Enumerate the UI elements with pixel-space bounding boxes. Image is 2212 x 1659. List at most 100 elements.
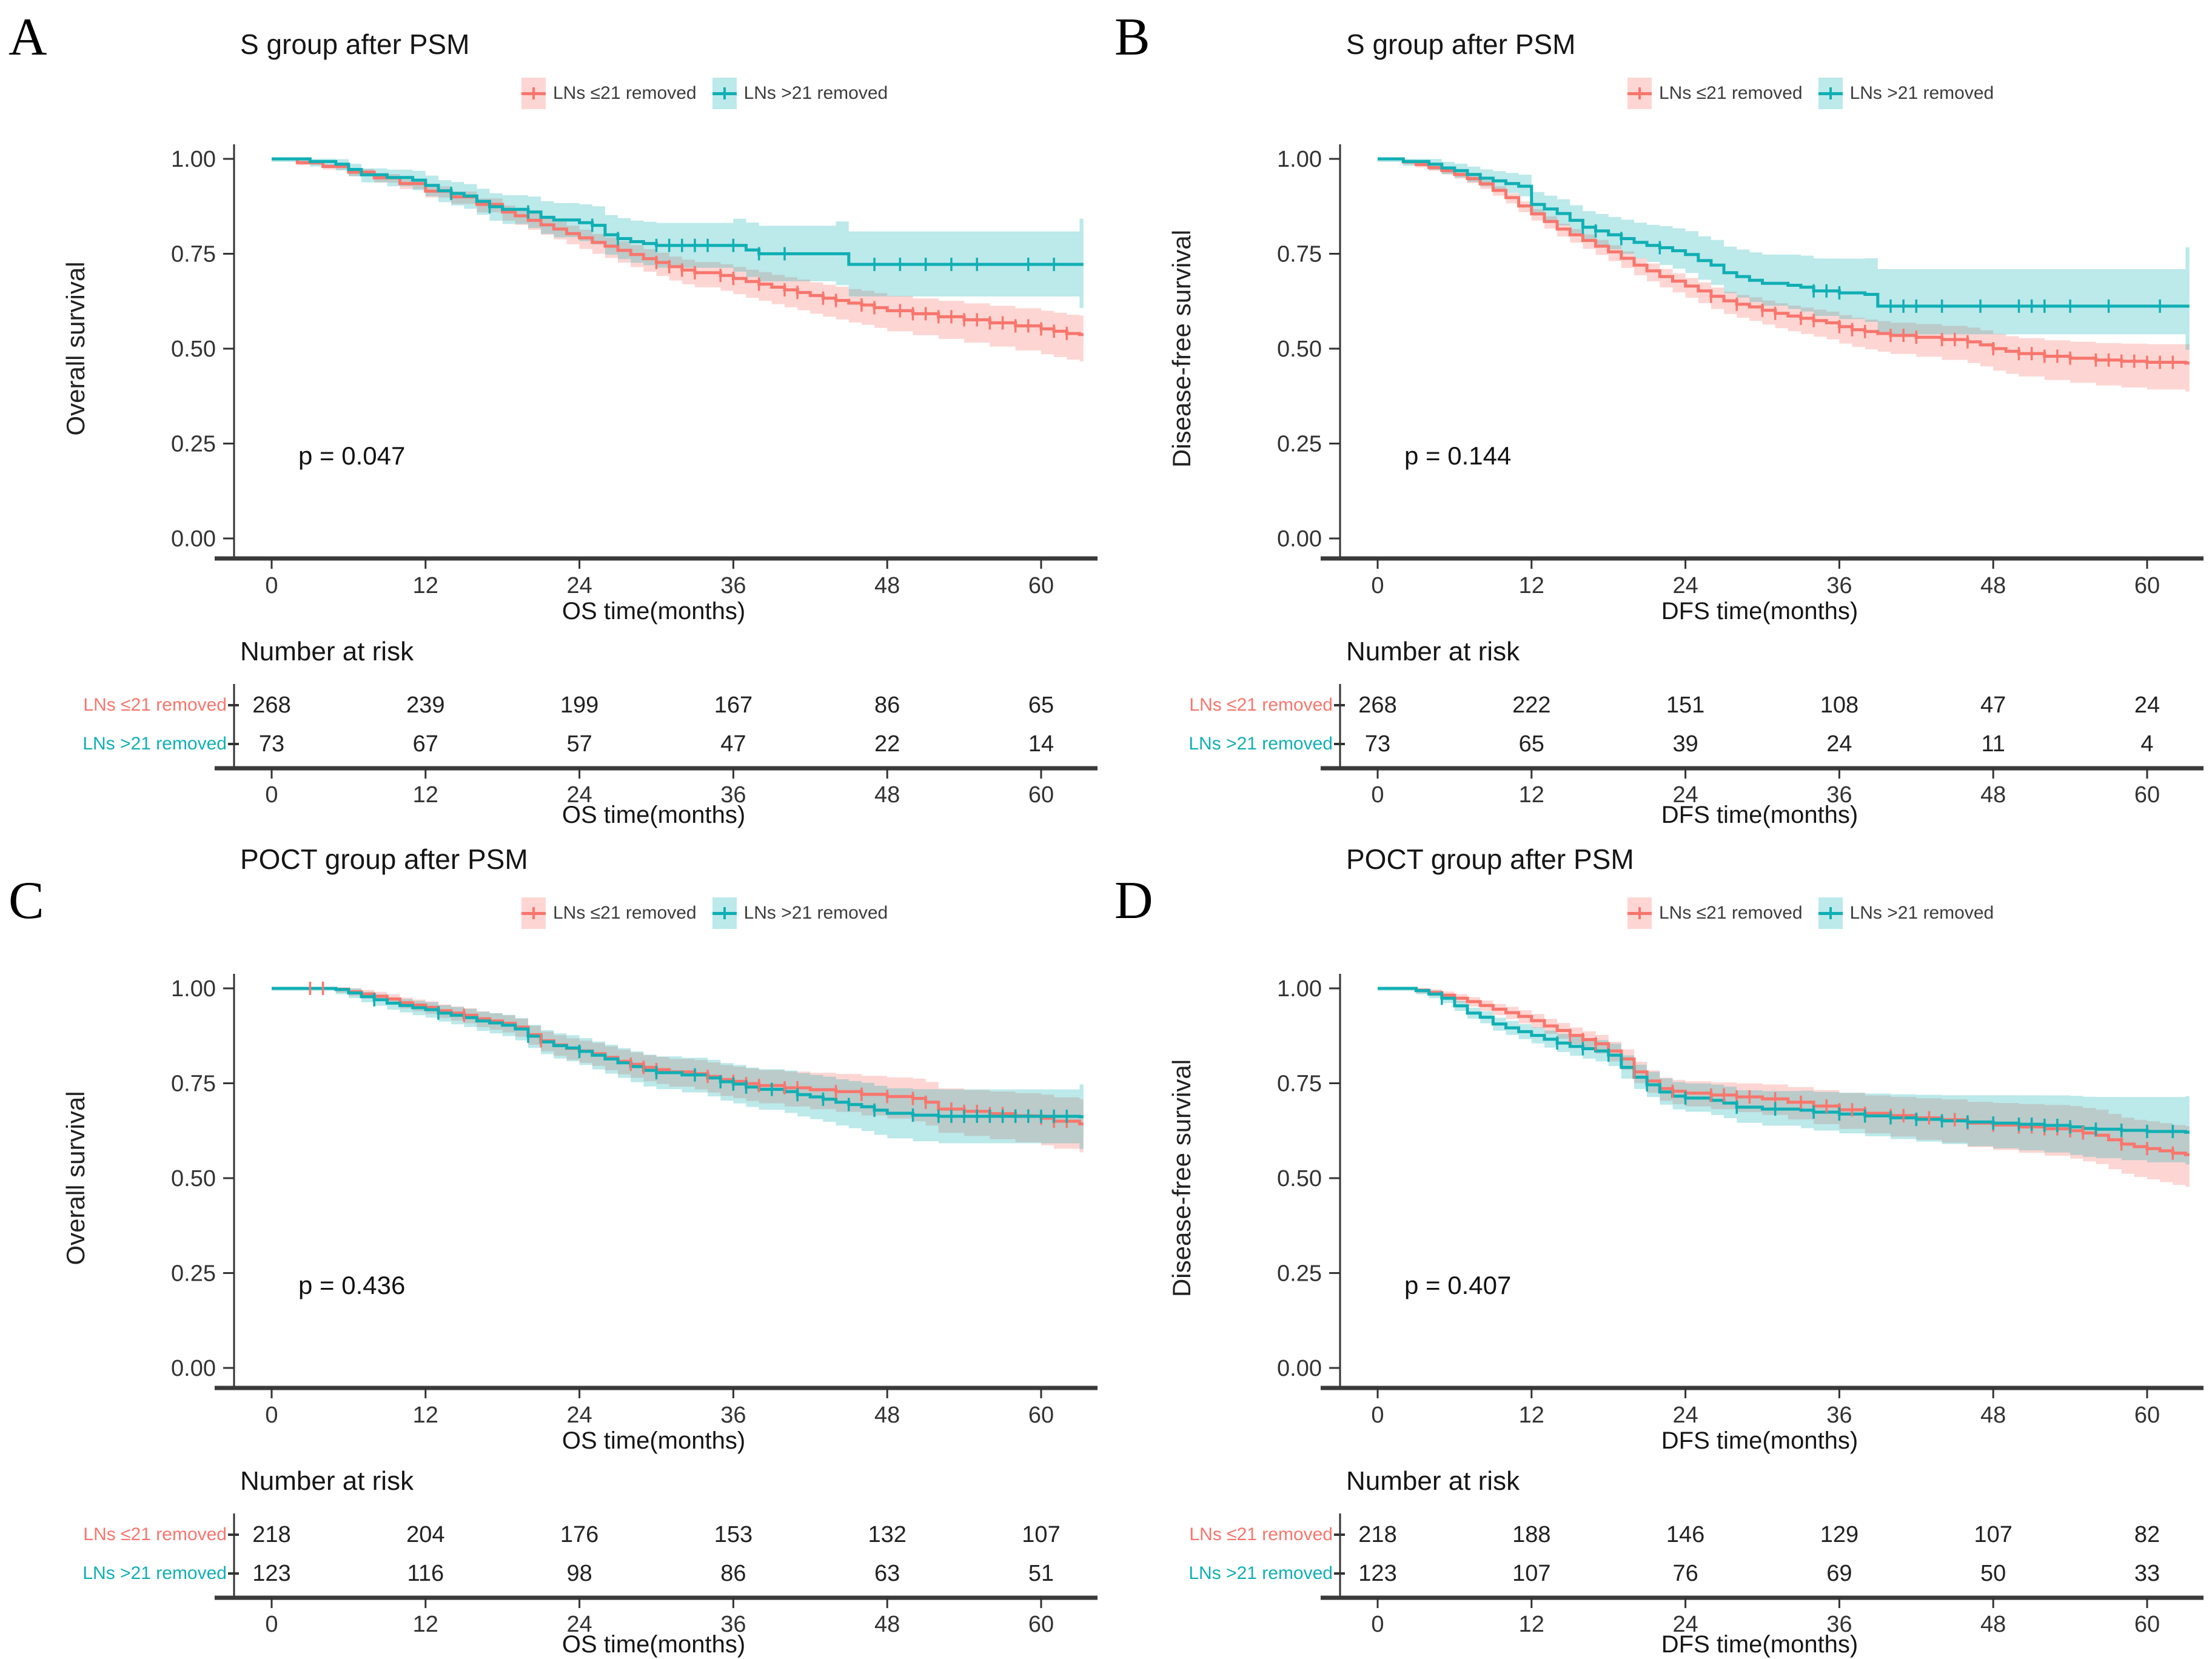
p-value-label: p = 0.144	[1404, 441, 1512, 470]
risk-x-tick-label: 0	[265, 782, 278, 808]
axes: 0.00 0.25 0.50 0.75 1.00 0 12 24 36 48 60	[171, 974, 1098, 1428]
panel-b: B S group after PSM LNs ≤21 removed LNs …	[1106, 0, 2212, 830]
legend-label: LNs ≤21 removed	[1659, 83, 1803, 103]
risk-count: 14	[1028, 731, 1054, 757]
risk-count: 33	[2134, 1561, 2160, 1586]
risk-x-tick-label: 12	[413, 1612, 438, 1637]
km-line-swatch-icon	[1627, 897, 1652, 929]
axes: 0.00 0.25 0.50 0.75 1.00 0 12 24 36 48 60	[1277, 974, 2204, 1428]
legend-label: LNs >21 removed	[743, 83, 888, 103]
x-tick-label: 48	[874, 1403, 900, 1428]
risk-count: 204	[406, 1522, 445, 1547]
risk-count: 63	[874, 1561, 900, 1586]
survival-curve	[1378, 157, 2190, 308]
risk-table-header: Number at risk	[240, 637, 414, 666]
risk-row-label: LNs >21 removed	[82, 1563, 227, 1583]
km-plot: 0.00 0.25 0.50 0.75 1.00 0 12 24 36 48 60 0 12 24 36 48…	[171, 974, 1098, 1637]
risk-count: 123	[1358, 1561, 1397, 1586]
panel-title: S group after PSM	[240, 28, 470, 60]
risk-count: 51	[1028, 1561, 1054, 1586]
risk-x-tick-label: 60	[2134, 782, 2160, 808]
risk-count: 65	[1028, 692, 1054, 718]
legend-label: LNs >21 removed	[743, 903, 888, 923]
risk-count: 268	[1358, 692, 1397, 718]
confidence-band	[1378, 159, 2190, 350]
y-tick-label: 0.75	[171, 1071, 216, 1097]
x-axis-title: DFS time(months)	[1661, 598, 1858, 625]
y-tick-label: 0.75	[171, 242, 216, 267]
risk-count: 47	[720, 731, 746, 757]
x-tick-label: 12	[1519, 1403, 1544, 1428]
risk-count: 11	[1981, 731, 2005, 757]
risk-row-label: LNs >21 removed	[1188, 734, 1333, 754]
legend-item-le21: LNs ≤21 removed	[521, 78, 697, 109]
y-tick-label: 0.25	[171, 432, 216, 457]
risk-count: 98	[566, 1561, 592, 1586]
confidence-bands	[272, 159, 1084, 361]
risk-x-tick-label: 48	[874, 1612, 900, 1637]
risk-count: 107	[1512, 1561, 1551, 1586]
axes: 0.00 0.25 0.50 0.75 1.00 0 12 24 36 48 60	[171, 144, 1098, 598]
panel-title: S group after PSM	[1346, 28, 1576, 60]
risk-count: 146	[1666, 1522, 1705, 1547]
confidence-band	[272, 159, 1084, 308]
km-line-swatch-icon	[1627, 78, 1652, 109]
axes: 0.00 0.25 0.50 0.75 1.00 0 12 24 36 48 60	[1277, 144, 2204, 598]
confidence-band	[1378, 988, 2190, 1187]
risk-count: 239	[406, 692, 445, 718]
x-tick-label: 24	[566, 1403, 592, 1428]
km-plot: 0.00 0.25 0.50 0.75 1.00 0 12 24 36 48 60 0 12 24 36 48…	[171, 144, 1098, 808]
x-tick-label: 48	[874, 573, 900, 598]
risk-x-tick-label: 60	[1028, 782, 1054, 808]
legend-label: LNs >21 removed	[1849, 83, 1994, 103]
risk-count: 176	[560, 1522, 599, 1547]
x-tick-label: 36	[1826, 1403, 1852, 1428]
risk-x-axis-title: OS time(months)	[561, 1631, 746, 1658]
risk-x-tick-label: 12	[1519, 1612, 1544, 1637]
legend-label: LNs ≤21 removed	[553, 83, 697, 103]
y-tick-label: 0.50	[1277, 1166, 1322, 1191]
legend-item-gt21: LNs >21 removed	[1818, 897, 1994, 929]
x-tick-label: 48	[1980, 1403, 2006, 1428]
x-tick-label: 0	[265, 1403, 278, 1428]
risk-table-axes: 0 12 24 36 48 60	[215, 1513, 1098, 1637]
x-tick-label: 12	[413, 1403, 438, 1428]
risk-count: 116	[407, 1561, 444, 1586]
risk-count: 188	[1512, 1522, 1551, 1547]
y-tick-label: 0.00	[1277, 526, 1322, 552]
risk-table-header: Number at risk	[1346, 637, 1520, 666]
y-tick-label: 0.50	[171, 337, 216, 362]
y-tick-label: 1.00	[171, 976, 216, 1002]
x-tick-label: 60	[1028, 1403, 1054, 1428]
risk-x-tick-label: 12	[413, 782, 438, 808]
km-line-swatch-icon	[1818, 78, 1843, 109]
risk-x-tick-label: 36	[1826, 1612, 1852, 1637]
risk-count: 222	[1512, 692, 1551, 718]
km-plot: 0.00 0.25 0.50 0.75 1.00 0 12 24 36 48 60 0 12 24 36 48…	[1277, 974, 2204, 1637]
risk-table-axes: 0 12 24 36 48 60	[1321, 684, 2204, 808]
risk-x-tick-label: 24	[1672, 782, 1698, 808]
risk-x-axis-title: DFS time(months)	[1661, 1631, 1858, 1658]
censor-marks	[1581, 220, 2174, 369]
x-axis-title: OS time(months)	[561, 598, 746, 625]
km-line-swatch-icon	[521, 78, 546, 109]
risk-x-axis-title: DFS time(months)	[1661, 802, 1858, 828]
risk-count: 107	[1022, 1522, 1061, 1547]
risk-row-label: LNs ≤21 removed	[1189, 695, 1333, 715]
risk-count: 57	[566, 731, 592, 757]
confidence-bands	[1378, 159, 2190, 392]
risk-x-tick-label: 60	[2134, 1612, 2160, 1637]
censor-marks	[450, 186, 1068, 340]
risk-count: 151	[1666, 692, 1705, 718]
x-tick-label: 0	[265, 573, 278, 598]
censor-marks	[1441, 991, 2174, 1160]
risk-count: 24	[1826, 731, 1852, 757]
confidence-band	[272, 988, 1084, 1149]
risk-x-tick-label: 24	[566, 782, 592, 808]
panel-letter: D	[1114, 871, 1153, 930]
legend-item-le21: LNs ≤21 removed	[1627, 897, 1803, 929]
panel-title: POCT group after PSM	[1346, 843, 1634, 875]
risk-x-tick-label: 36	[720, 1612, 746, 1637]
km-line-swatch-icon	[712, 897, 737, 929]
y-tick-label: 0.50	[1277, 337, 1322, 362]
